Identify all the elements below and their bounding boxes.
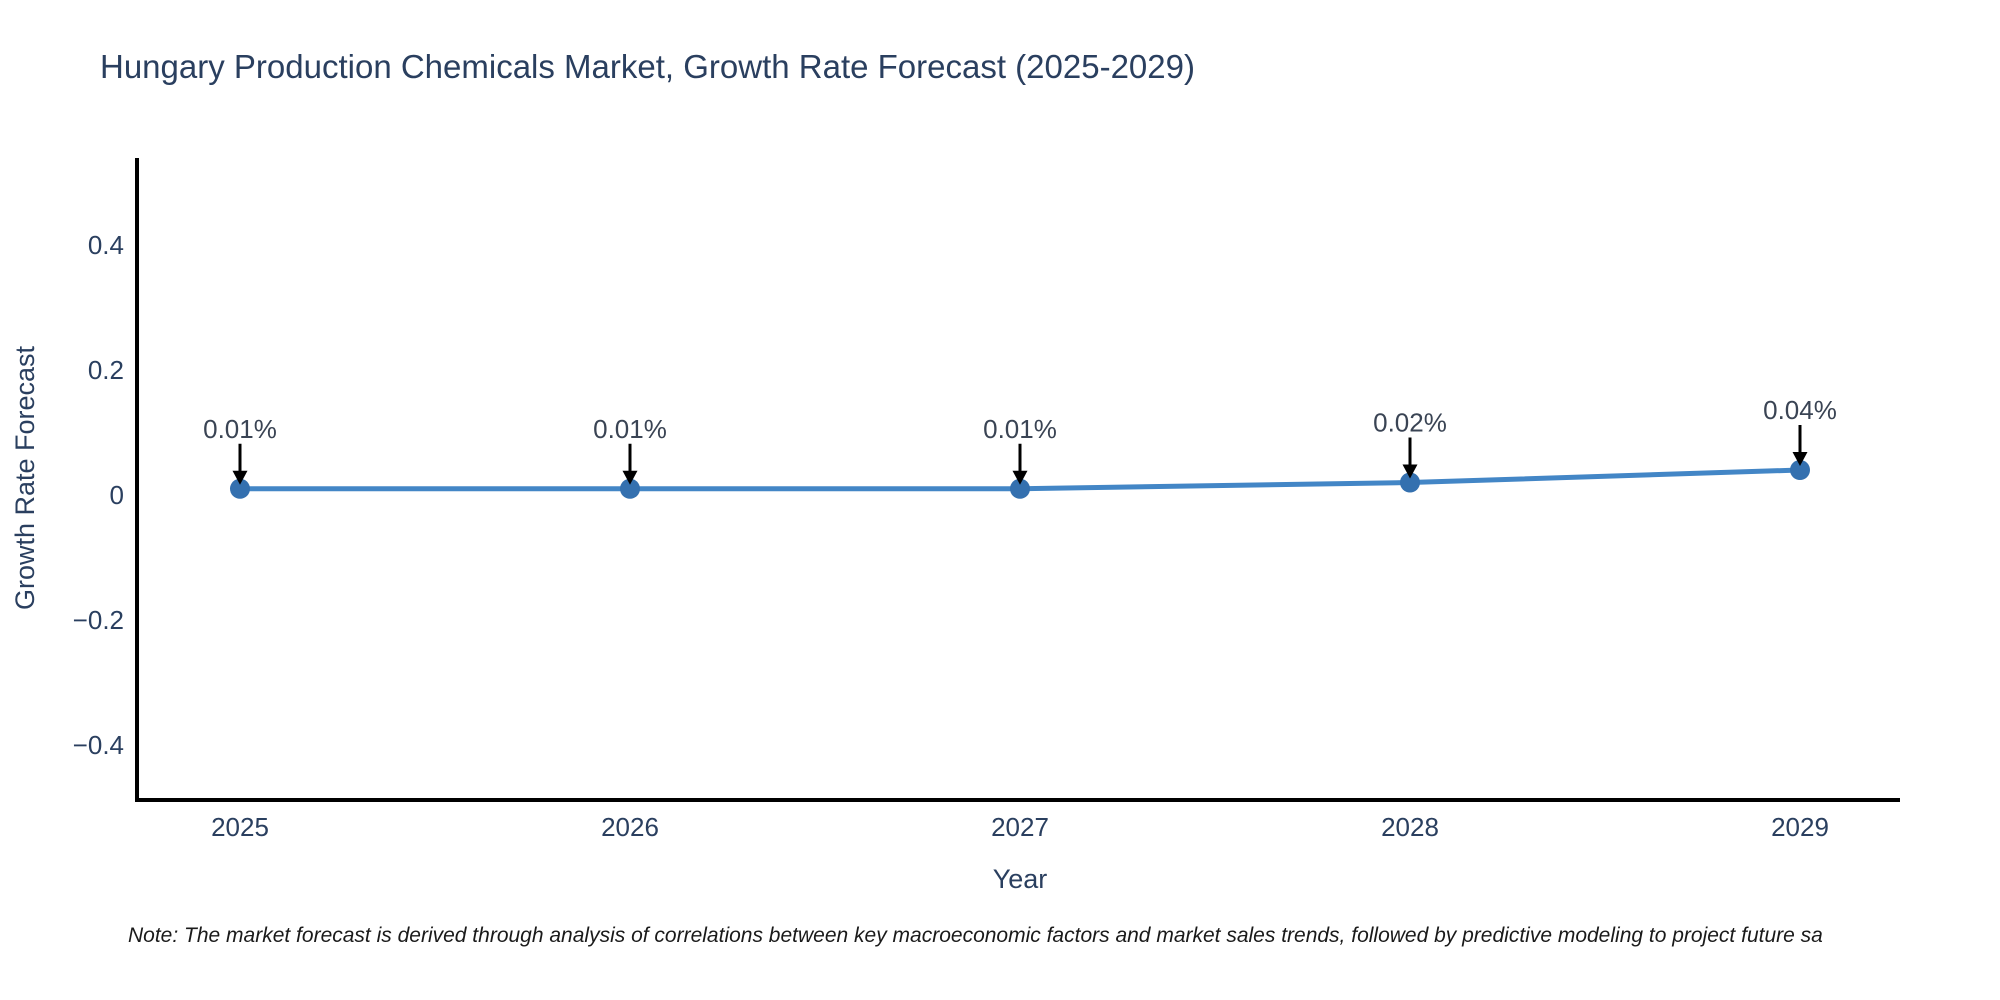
annotation-arrowhead	[1402, 464, 1418, 479]
annotation-label: 0.04%	[1763, 395, 1837, 425]
x-tick-label: 2026	[601, 812, 659, 842]
x-tick-label: 2027	[991, 812, 1049, 842]
data-point-2029[interactable]	[1790, 460, 1810, 480]
annotation-label: 0.01%	[203, 414, 277, 444]
annotation-arrowhead	[1792, 452, 1808, 466]
x-tick-label: 2028	[1381, 812, 1439, 842]
y-tick-label: −0.4	[73, 730, 124, 760]
chart-title: Hungary Production Chemicals Market, Gro…	[100, 48, 1195, 85]
data-point-2028[interactable]	[1400, 472, 1420, 493]
y-axis-title: Growth Rate Forecast	[10, 345, 40, 610]
annotation-arrowhead	[232, 470, 248, 485]
data-point-2026[interactable]	[620, 478, 640, 499]
x-tick-label: 2025	[211, 812, 269, 842]
data-point-2027[interactable]	[1010, 478, 1030, 499]
annotation-arrowhead	[622, 470, 638, 485]
annotation-arrowhead	[1012, 470, 1028, 485]
y-tick-label: 0.2	[88, 355, 124, 385]
annotation-label: 0.02%	[1373, 408, 1447, 438]
footnote: Note: The market forecast is derived thr…	[128, 924, 1823, 947]
data-point-2025[interactable]	[230, 478, 250, 499]
plot-area: 0.4 0.2 0 −0.2 −0.4 2025 2026 2027 2028 2029 0.01%…	[73, 158, 1900, 842]
x-tick-label: 2029	[1771, 812, 1829, 842]
y-tick-label: 0	[110, 480, 124, 510]
x-axis-title: Year	[993, 864, 1048, 894]
annotation-label: 0.01%	[593, 414, 667, 444]
y-tick-label: 0.4	[88, 230, 124, 260]
annotation-label: 0.01%	[983, 414, 1057, 444]
y-tick-label: −0.2	[73, 605, 124, 635]
